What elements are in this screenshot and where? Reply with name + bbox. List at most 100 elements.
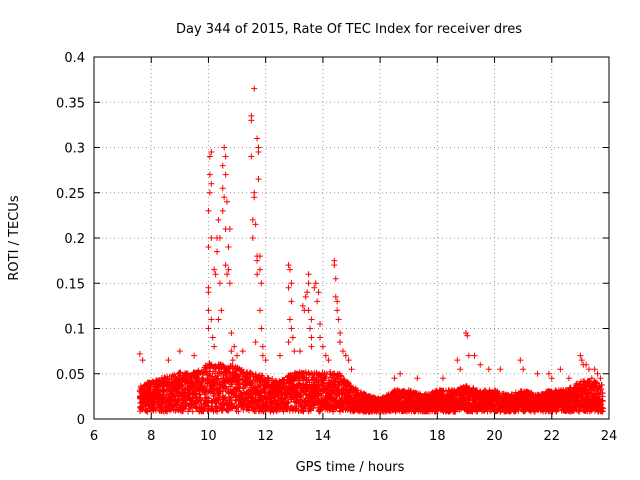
data-point — [312, 280, 319, 287]
data-point — [322, 352, 329, 359]
x-tick-label: 12 — [257, 429, 274, 444]
data-point — [214, 248, 221, 255]
data-point — [354, 387, 361, 394]
data-point — [269, 376, 276, 383]
data-point — [170, 392, 177, 399]
data-point — [252, 221, 259, 228]
data-point — [512, 389, 519, 396]
data-point — [214, 397, 221, 404]
data-point — [256, 253, 263, 260]
data-point — [577, 352, 584, 359]
data-point — [208, 235, 215, 241]
gridlines — [94, 57, 609, 419]
data-point — [208, 316, 215, 323]
data-point — [345, 380, 352, 387]
data-point — [251, 85, 258, 92]
data-point — [315, 289, 322, 296]
data-point — [206, 153, 213, 160]
data-point — [594, 379, 601, 386]
data-point — [215, 216, 222, 223]
data-point — [226, 225, 233, 232]
data-point — [256, 266, 263, 273]
data-point — [205, 284, 212, 291]
data-point — [258, 325, 265, 332]
data-point — [286, 316, 293, 323]
data-point — [305, 271, 312, 278]
data-point — [454, 357, 461, 364]
data-point — [235, 408, 242, 415]
data-point — [485, 366, 492, 373]
data-point — [208, 149, 215, 156]
data-point — [401, 388, 408, 395]
data-point — [578, 357, 585, 364]
data-point — [219, 207, 226, 214]
x-tick-label: 14 — [315, 429, 332, 444]
data-point — [334, 298, 341, 305]
data-point — [225, 266, 232, 273]
data-point — [288, 280, 295, 287]
data-point — [576, 408, 583, 415]
data-point — [245, 407, 252, 414]
x-axis-ticks: 6 8 10 12 14 16 18 20 22 24 — [90, 57, 617, 444]
data-point — [599, 408, 606, 415]
data-point — [214, 405, 221, 412]
data-point — [327, 369, 334, 376]
data-point — [259, 343, 266, 350]
x-tick-label: 22 — [544, 429, 561, 444]
data-point — [297, 348, 303, 355]
y-axis-ticks: 00.050.10.150.20.250.30.350.4 — [56, 51, 609, 428]
data-points — [136, 85, 606, 415]
data-point — [585, 366, 592, 373]
data-point — [302, 293, 309, 300]
data-point — [251, 194, 258, 201]
data-point — [259, 352, 266, 359]
data-point — [591, 366, 598, 373]
x-tick-label: 16 — [372, 429, 389, 444]
y-tick-label: 0.05 — [56, 368, 85, 383]
data-point — [205, 207, 212, 214]
data-point — [179, 381, 186, 388]
data-point — [414, 375, 421, 382]
y-tick-label: 0.1 — [64, 323, 85, 338]
data-point — [229, 363, 236, 370]
data-point — [258, 280, 265, 287]
data-point — [222, 394, 229, 401]
data-point — [254, 257, 261, 264]
data-point — [233, 404, 240, 411]
data-point — [220, 394, 227, 401]
data-point — [285, 339, 292, 346]
data-point — [471, 352, 478, 359]
data-point — [172, 407, 179, 414]
data-point — [594, 370, 601, 377]
data-point — [391, 375, 398, 382]
x-tick-label: 20 — [486, 429, 503, 444]
data-point — [565, 375, 572, 382]
data-point — [209, 334, 216, 341]
data-point — [215, 316, 222, 323]
data-point — [335, 387, 342, 394]
data-point — [583, 361, 590, 368]
data-point — [557, 366, 564, 373]
data-point — [205, 307, 212, 314]
x-tick-label: 6 — [90, 429, 98, 444]
x-axis-label: GPS time / hours — [296, 460, 405, 475]
plot-frame — [93, 56, 610, 420]
data-point — [288, 298, 295, 305]
data-point — [308, 343, 315, 350]
data-point — [208, 399, 215, 406]
data-point — [457, 366, 464, 373]
data-point — [206, 189, 213, 196]
data-point — [289, 334, 296, 341]
data-point — [176, 348, 183, 355]
data-point — [228, 348, 235, 355]
data-point — [165, 357, 172, 364]
x-tick-label: 18 — [429, 429, 446, 444]
data-point — [231, 343, 238, 350]
data-point — [334, 307, 341, 314]
data-point — [319, 343, 326, 350]
data-point — [317, 334, 324, 341]
data-point — [345, 357, 352, 364]
data-point — [249, 216, 256, 223]
data-point — [545, 370, 552, 377]
